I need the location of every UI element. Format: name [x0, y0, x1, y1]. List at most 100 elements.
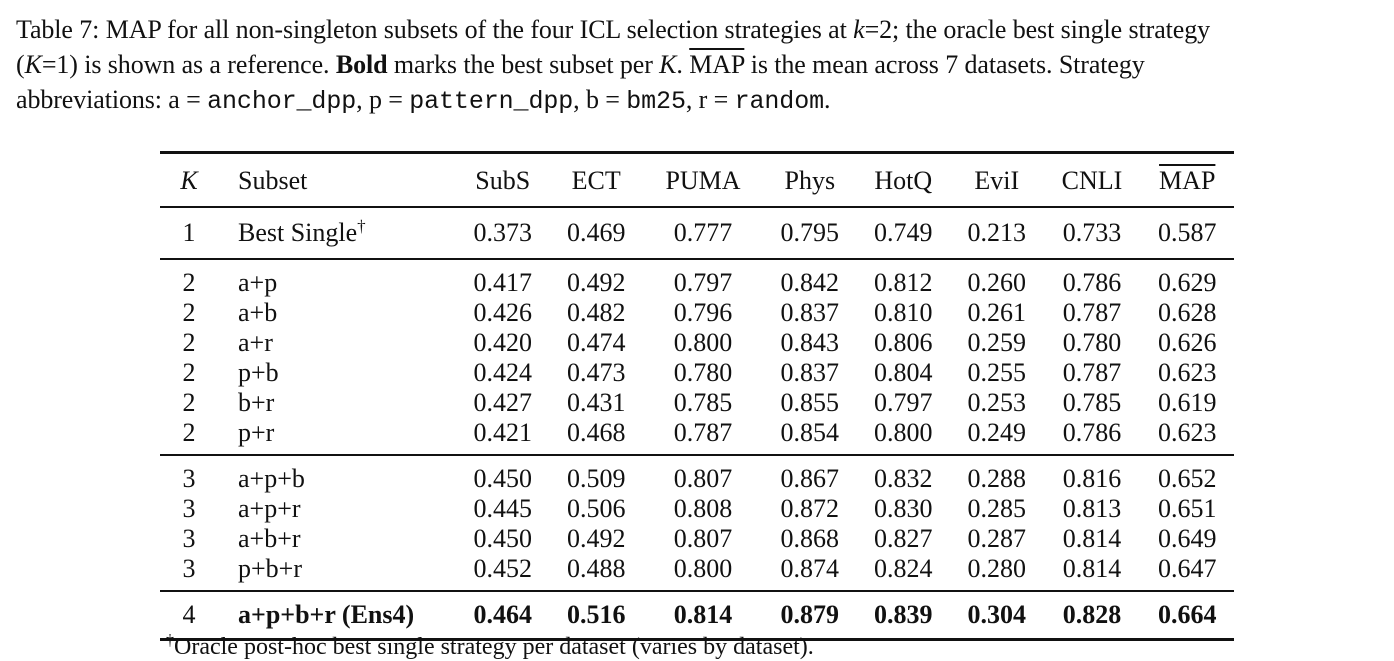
table-row: 2 b+r 0.427 0.431 0.785 0.855 0.797 0.25… [160, 388, 1234, 418]
cell-value: 0.806 [874, 328, 933, 357]
cell-value: 0.259 [967, 328, 1027, 357]
table-row-ensemble: 4 a+p+b+r (Ens4) 0.464 0.516 0.814 0.879… [160, 591, 1234, 641]
cell-subset: a+p [238, 268, 278, 297]
header-subset: Subset [218, 151, 456, 208]
cell-k: 2 [182, 358, 196, 387]
cell-value: 0.431 [566, 388, 626, 417]
cell-value: 0.785 [673, 388, 733, 417]
table-row: 2 a+r 0.420 0.474 0.800 0.843 0.806 0.25… [160, 328, 1234, 358]
cell-value: 0.824 [856, 554, 951, 592]
cell-value: 0.842 [780, 268, 840, 297]
caption-text: ( [16, 50, 25, 79]
cell-value: 0.619 [1157, 388, 1217, 417]
table-row: 3 a+p+b 0.450 0.509 0.807 0.867 0.832 0.… [160, 455, 1234, 494]
cell-subset: a+b [238, 298, 278, 327]
table-row: 2 p+r 0.421 0.468 0.787 0.854 0.800 0.24… [160, 418, 1234, 456]
header-hotq: HotQ [856, 151, 951, 208]
cell-value: 0.488 [549, 554, 643, 592]
cell-value: 0.468 [549, 418, 643, 456]
cell-value: 0.827 [874, 524, 933, 553]
cell-subset: p+r [218, 418, 456, 456]
cell-value: 0.813 [1062, 494, 1122, 523]
cell-k: 2 [182, 298, 196, 327]
header-cnli: CNLI [1043, 151, 1141, 208]
cell-value: 0.780 [673, 358, 733, 387]
cell-value: 0.649 [1157, 524, 1217, 553]
cell-value: 0.255 [967, 358, 1027, 387]
cell-subset-label: Best Single [238, 218, 358, 247]
cell-value: 0.787 [642, 418, 764, 456]
cell-value: 0.868 [780, 524, 840, 553]
cell-value: 0.797 [673, 268, 733, 297]
cell-value: 0.506 [566, 494, 626, 523]
cell-value: 0.280 [950, 554, 1044, 592]
header-k: K [160, 151, 218, 208]
cell-value: 0.874 [763, 554, 857, 592]
table-row: 3 a+b+r 0.450 0.492 0.807 0.868 0.827 0.… [160, 524, 1234, 554]
caption-K-symbol: K [659, 50, 677, 79]
caption-text: marks the best subset per [387, 50, 660, 79]
cell-value: 0.786 [1043, 418, 1141, 456]
cell-value: 0.473 [566, 358, 626, 387]
caption-text: Table 7: MAP for all non-singleton subse… [16, 15, 854, 44]
caption-bold-word: Bold [335, 50, 388, 79]
caption-text: , b = [573, 85, 627, 114]
cell-value: 0.373 [456, 207, 550, 260]
caption-code-pattern-dpp: pattern_dpp [409, 87, 574, 116]
cell-value: 0.426 [473, 298, 532, 327]
caption-line-3: abbreviations: a = anchor_dpp, p = patte… [16, 82, 1386, 119]
cell-value: 0.509 [566, 464, 626, 493]
cell-value: 0.800 [856, 418, 951, 456]
caption-line-1: Table 7: MAP for all non-singleton subse… [16, 12, 1386, 47]
cell-value: 0.837 [780, 298, 840, 327]
cell-value: 0.450 [473, 464, 532, 493]
cell-value: 0.787 [1062, 358, 1122, 387]
cell-value: 0.651 [1157, 494, 1217, 523]
cell-value: 0.749 [856, 207, 951, 260]
cell-value: 0.285 [967, 494, 1027, 523]
cell-value: 0.623 [1157, 358, 1217, 387]
caption-text: . [676, 50, 690, 79]
caption-text: abbreviations: a = [16, 85, 208, 114]
table-row: 2 a+p 0.417 0.492 0.797 0.842 0.812 0.26… [160, 259, 1234, 298]
table-row: 2 p+b 0.424 0.473 0.780 0.837 0.804 0.25… [160, 358, 1234, 388]
cell-value: 0.786 [1062, 268, 1122, 297]
cell-value: 0.814 [1062, 524, 1122, 553]
cell-k: 3 [182, 464, 196, 493]
cell-value: 0.213 [950, 207, 1044, 260]
caption-text: is the mean across 7 datasets. Strategy [744, 50, 1145, 79]
caption-text: , p = [356, 85, 410, 114]
cell-value: 0.587 [1140, 207, 1234, 260]
header-evii: EviI [950, 151, 1044, 208]
cell-k: 3 [182, 494, 196, 523]
cell-value: 0.469 [549, 207, 643, 260]
cell-k: 2 [160, 418, 218, 456]
caption-map-symbol: MAP [689, 50, 745, 79]
cell-value: 0.647 [1140, 554, 1234, 592]
header-map: MAP [1140, 151, 1234, 208]
cell-value: 0.450 [473, 524, 532, 553]
caption-line-2: (K=1) is shown as a reference. Bold mark… [16, 47, 1386, 82]
cell-value: 0.780 [1062, 328, 1122, 357]
caption-text: . [824, 85, 831, 114]
cell-subset: a+b+r [238, 524, 301, 553]
header-ect: ECT [549, 151, 643, 208]
cell-value: 0.879 [763, 591, 857, 641]
cell-value: 0.427 [473, 388, 532, 417]
cell-value: 0.812 [874, 268, 933, 297]
cell-value: 0.839 [856, 591, 951, 641]
cell-value: 0.421 [456, 418, 550, 456]
cell-value: 0.837 [780, 358, 840, 387]
cell-value: 0.816 [1062, 464, 1122, 493]
cell-k: 3 [182, 524, 196, 553]
cell-subset: p+b+r [218, 554, 456, 592]
footnote-text: Oracle post-hoc best single strategy per… [174, 634, 814, 660]
cell-value: 0.628 [1157, 298, 1217, 327]
table-row: 3 a+p+r 0.445 0.506 0.808 0.872 0.830 0.… [160, 494, 1234, 524]
table-header-row: K Subset SubS ECT PUMA Phys HotQ EviI CN… [160, 151, 1234, 208]
cell-value: 0.787 [1062, 298, 1122, 327]
cell-value: 0.452 [456, 554, 550, 592]
cell-subset: Best Single† [218, 207, 456, 260]
cell-value: 0.629 [1157, 268, 1217, 297]
cell-value: 0.855 [780, 388, 840, 417]
